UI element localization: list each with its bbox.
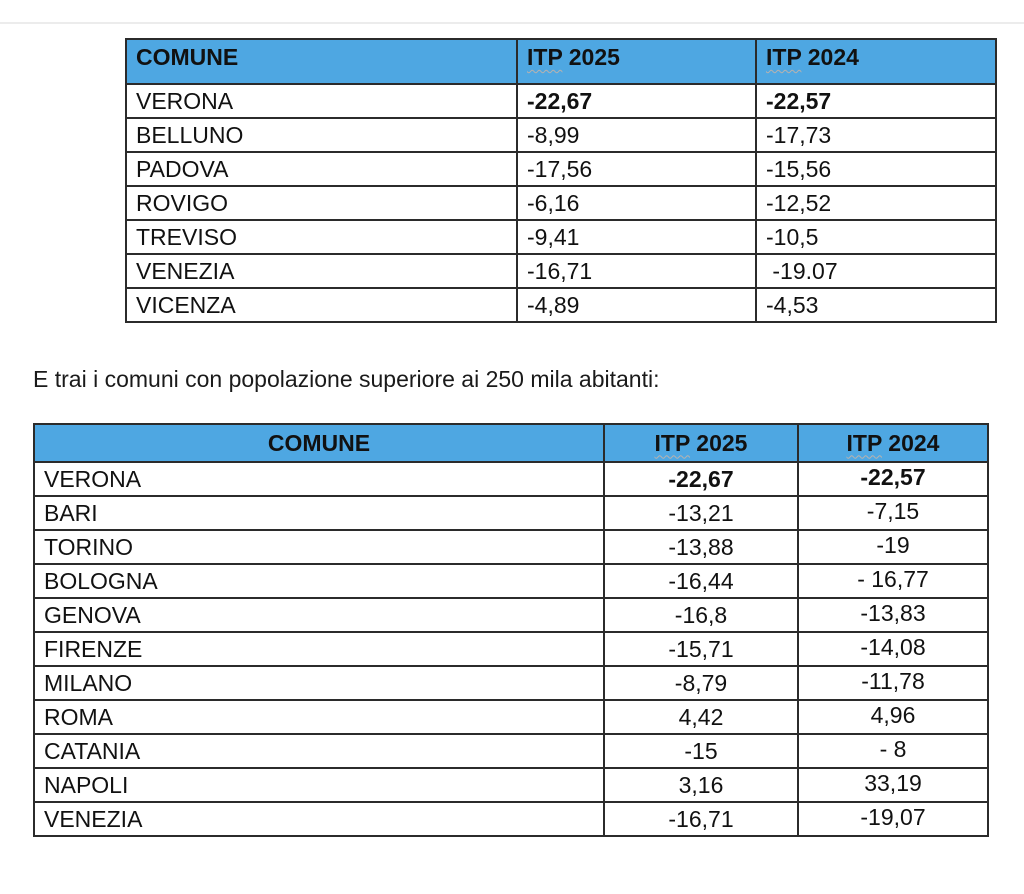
cell-comune: MILANO	[33, 665, 605, 701]
table-row: BARI -13,21 -7,15	[33, 495, 989, 531]
cell-itp2025: -4,89	[516, 287, 757, 323]
cell-itp2025: -16,71	[603, 801, 799, 837]
table-row: VERONA -22,67 -22,57	[33, 461, 989, 497]
table-row: FIRENZE -15,71 -14,08	[33, 631, 989, 667]
table-header-row: COMUNE ITP 2025 ITP 2024	[33, 423, 989, 463]
table-row: TREVISO -9,41 -10,5	[125, 219, 997, 255]
cell-itp2025: -17,56	[516, 151, 757, 187]
cell-itp2024: -12,52	[755, 185, 997, 221]
header-itp-2024: ITP 2024	[797, 423, 989, 463]
header-year: 2025	[562, 44, 620, 70]
header-itp-word: ITP	[654, 429, 690, 456]
cell-itp2025: -15,71	[603, 631, 799, 667]
cell-itp2024: -7,15	[797, 495, 989, 531]
table-row: TORINO -13,88 -19	[33, 529, 989, 565]
cell-itp2025: -16,44	[603, 563, 799, 599]
cell-itp2024: -19.07	[755, 253, 997, 289]
cell-itp2024: -10,5	[755, 219, 997, 255]
cell-comune: BELLUNO	[125, 117, 518, 153]
cell-comune: TREVISO	[125, 219, 518, 255]
table-row: VERONA -22,67 -22,57	[125, 83, 997, 119]
cell-itp2024: -17,73	[755, 117, 997, 153]
itp-table-veneto: COMUNE ITP 2025 ITP 2024 VERONA -22,67 -…	[125, 38, 997, 323]
cell-comune: ROMA	[33, 699, 605, 735]
cell-itp2025: -8,79	[603, 665, 799, 701]
header-itp-word: ITP	[846, 429, 882, 456]
cell-comune: VENEZIA	[125, 253, 518, 289]
cell-comune: VERONA	[33, 461, 605, 497]
table-row: PADOVA -17,56 -15,56	[125, 151, 997, 187]
cell-itp2025: -16,71	[516, 253, 757, 289]
cell-comune: PADOVA	[125, 151, 518, 187]
cell-itp2024: -13,83	[797, 597, 989, 633]
cell-itp2025: -9,41	[516, 219, 757, 255]
table-row: VENEZIA -16,71 -19.07	[125, 253, 997, 289]
table-row: BOLOGNA -16,44 - 16,77	[33, 563, 989, 599]
cell-itp2025: -6,16	[516, 185, 757, 221]
header-itp-word: ITP	[527, 44, 563, 70]
cell-itp2025: -8,99	[516, 117, 757, 153]
cell-itp2024: - 8	[797, 733, 989, 769]
table-row: CATANIA -15 - 8	[33, 733, 989, 769]
cell-comune: CATANIA	[33, 733, 605, 769]
cell-itp2024: - 16,77	[797, 563, 989, 599]
cell-itp2024: -19	[797, 529, 989, 565]
table-row: ROMA 4,42 4,96	[33, 699, 989, 735]
cell-comune: FIRENZE	[33, 631, 605, 667]
header-itp-2025: ITP 2025	[603, 423, 799, 463]
header-year: 2025	[689, 429, 748, 456]
header-itp-word: ITP	[766, 44, 802, 70]
cell-comune: ROVIGO	[125, 185, 518, 221]
cell-comune: VERONA	[125, 83, 518, 119]
cell-itp2024: 33,19	[797, 767, 989, 803]
cell-comune: VENEZIA	[33, 801, 605, 837]
cell-itp2025: -16,8	[603, 597, 799, 633]
cell-itp2025: -22,67	[516, 83, 757, 119]
cell-itp2024: -22,57	[797, 461, 989, 497]
cell-itp2024: -19,07	[797, 801, 989, 837]
table-row: GENOVA -16,8 -13,83	[33, 597, 989, 633]
cell-itp2025: -15	[603, 733, 799, 769]
cell-itp2025: -22,67	[603, 461, 799, 497]
cell-comune: BOLOGNA	[33, 563, 605, 599]
page-top-divider	[0, 22, 1024, 24]
table-row: VICENZA -4,89 -4,53	[125, 287, 997, 323]
cell-itp2024: -11,78	[797, 665, 989, 701]
cell-comune: GENOVA	[33, 597, 605, 633]
intro-text: E trai i comuni con popolazione superior…	[33, 366, 660, 392]
table-row: ROVIGO -6,16 -12,52	[125, 185, 997, 221]
cell-comune: BARI	[33, 495, 605, 531]
header-comune: COMUNE	[125, 38, 518, 85]
cell-itp2024: -15,56	[755, 151, 997, 187]
table-row: MILANO -8,79 -11,78	[33, 665, 989, 701]
table-row: NAPOLI 3,16 33,19	[33, 767, 989, 803]
header-itp-2024: ITP 2024	[755, 38, 997, 85]
cell-itp2024: -14,08	[797, 631, 989, 667]
header-year: 2024	[801, 44, 859, 70]
cell-itp2025: 4,42	[603, 699, 799, 735]
header-itp-2025: ITP 2025	[516, 38, 757, 85]
header-year: 2024	[881, 429, 940, 456]
cell-itp2024: 4,96	[797, 699, 989, 735]
cell-itp2024: -22,57	[755, 83, 997, 119]
cell-itp2024: -4,53	[755, 287, 997, 323]
cell-comune: TORINO	[33, 529, 605, 565]
table-row: VENEZIA -16,71 -19,07	[33, 801, 989, 837]
cell-itp2025: -13,88	[603, 529, 799, 565]
cell-comune: VICENZA	[125, 287, 518, 323]
table-row: BELLUNO -8,99 -17,73	[125, 117, 997, 153]
cell-comune: NAPOLI	[33, 767, 605, 803]
cell-itp2025: -13,21	[603, 495, 799, 531]
header-comune: COMUNE	[33, 423, 605, 463]
cell-itp2025: 3,16	[603, 767, 799, 803]
table-header-row: COMUNE ITP 2025 ITP 2024	[125, 38, 997, 85]
itp-table-big-cities: COMUNE ITP 2025 ITP 2024 VERONA -22,67 -…	[33, 423, 989, 837]
